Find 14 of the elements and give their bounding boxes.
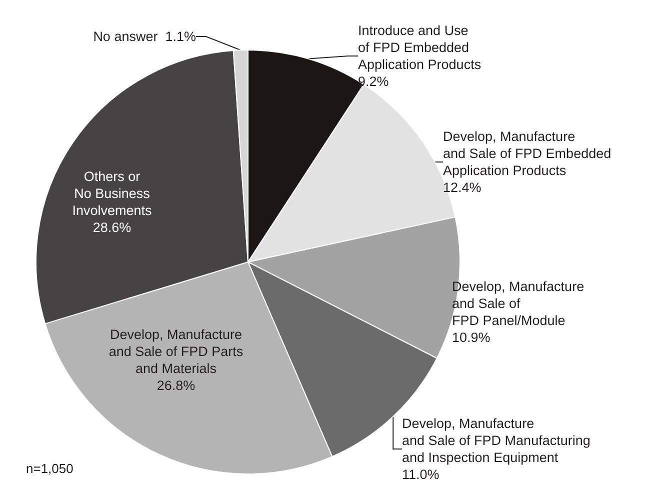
slice-label: Others or No Business Involvements bbox=[72, 169, 152, 218]
data-label: 9.2% bbox=[358, 74, 389, 89]
slice-label: Develop, Manufacture and Sale of FPD Embedded Application Products bbox=[443, 129, 612, 178]
text: n=1,050 bbox=[26, 461, 74, 476]
slice-label: Develop, Manufacture and Sale of FPD Manufacturing and Inspection Equipment bbox=[402, 416, 590, 465]
slice-label: Introduce and Use of FPD Embedded Application Products bbox=[358, 23, 482, 72]
data-label: 11.0% bbox=[402, 467, 440, 482]
data-label: 10.9% bbox=[452, 330, 490, 345]
slice-label: Develop, Manufacture and Sale of FPD Parts and Materials bbox=[108, 327, 244, 376]
data-label: 26.8% bbox=[156, 378, 196, 393]
data-label: 28.6% bbox=[92, 220, 132, 235]
data-label: 12.4% bbox=[443, 180, 482, 195]
slice-label: Develop, Manufacture and Sale of FPD Panel/Module bbox=[452, 279, 584, 328]
slice-label: No answer 1.1% bbox=[93, 29, 196, 44]
